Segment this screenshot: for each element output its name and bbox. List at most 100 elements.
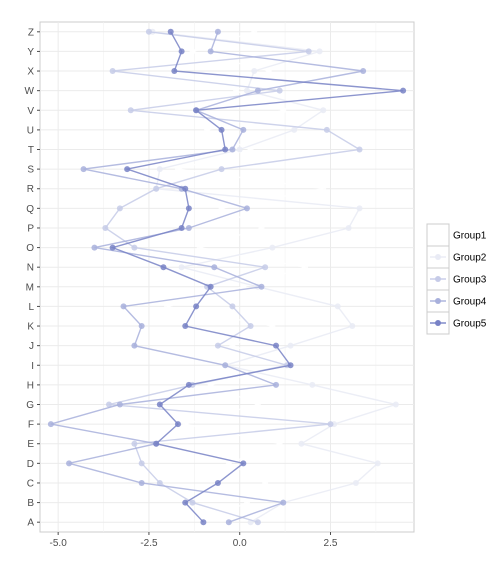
data-point — [280, 107, 287, 114]
data-point — [160, 264, 167, 271]
data-point — [178, 224, 185, 231]
legend-label: Group5 — [453, 319, 487, 330]
data-point — [105, 401, 112, 408]
y-tick-label: S — [27, 165, 34, 176]
data-point — [138, 460, 145, 467]
y-tick-label: W — [25, 86, 35, 97]
data-point — [131, 440, 138, 447]
data-point — [356, 146, 363, 153]
data-point — [360, 68, 367, 75]
data-point — [247, 323, 254, 330]
data-point — [214, 28, 221, 35]
data-point — [109, 244, 116, 251]
data-point — [233, 87, 240, 94]
data-point — [392, 401, 399, 408]
data-point — [400, 87, 407, 94]
y-tick-label: F — [28, 420, 34, 431]
data-point — [316, 48, 323, 55]
legend-label: Group1 — [453, 231, 487, 242]
x-tick-label: -2.5 — [140, 538, 158, 549]
data-point — [185, 205, 192, 212]
data-point — [276, 440, 283, 447]
data-point — [193, 107, 200, 114]
data-point — [243, 205, 250, 212]
y-tick-label: V — [27, 106, 34, 117]
series-group4 — [47, 28, 367, 526]
y-tick-label: J — [29, 341, 34, 352]
data-point — [174, 166, 181, 173]
data-point — [153, 185, 160, 192]
y-tick-label: A — [27, 518, 34, 529]
data-point — [171, 68, 178, 75]
series-line — [166, 31, 324, 523]
data-point — [240, 283, 247, 290]
data-point — [345, 224, 352, 231]
data-point — [127, 107, 134, 114]
data-point — [182, 185, 189, 192]
series-line — [104, 31, 362, 523]
data-point — [167, 28, 174, 35]
legend-point — [435, 320, 441, 326]
legend-item-group5: Group5 — [426, 311, 487, 335]
data-point — [124, 166, 131, 173]
series-line — [110, 31, 404, 523]
series-line — [152, 31, 399, 523]
data-point — [174, 421, 181, 428]
y-tick-label: T — [28, 145, 34, 156]
data-point — [211, 264, 218, 271]
y-tick-label: E — [27, 439, 34, 450]
data-point — [138, 479, 145, 486]
data-point — [66, 460, 73, 467]
data-point — [185, 224, 192, 231]
data-point — [276, 87, 283, 94]
y-tick-label: K — [27, 322, 34, 333]
data-point — [109, 68, 116, 75]
y-tick-label: Q — [26, 204, 34, 215]
y-tick-label: O — [26, 243, 34, 254]
legend-label: Group4 — [453, 297, 487, 308]
y-tick-label: H — [27, 380, 34, 391]
data-point — [240, 126, 247, 133]
data-point — [218, 205, 225, 212]
y-tick-label: G — [26, 400, 34, 411]
data-point — [222, 362, 229, 369]
data-point — [269, 244, 276, 251]
data-point — [243, 499, 250, 506]
x-tick-label: -5.0 — [50, 538, 68, 549]
data-point — [218, 166, 225, 173]
data-point — [374, 460, 381, 467]
data-point — [291, 126, 298, 133]
data-point — [80, 166, 87, 173]
y-tick-label: Z — [28, 27, 34, 38]
y-tick-label: D — [27, 459, 34, 470]
data-point — [178, 264, 185, 271]
legend-point — [435, 298, 441, 304]
data-point — [207, 381, 214, 388]
data-point — [229, 303, 236, 310]
data-point — [193, 303, 200, 310]
y-tick-label: N — [27, 263, 34, 274]
data-point — [229, 342, 236, 349]
legend-point — [435, 232, 441, 238]
legend-item-group4: Group4 — [426, 289, 487, 313]
y-tick-label: L — [28, 302, 34, 313]
data-point — [298, 440, 305, 447]
legend-label: Group3 — [453, 275, 487, 286]
y-tick-label: I — [31, 361, 34, 372]
data-point — [131, 342, 138, 349]
legend-label: Group2 — [453, 253, 487, 264]
y-tick-label: Y — [27, 47, 34, 58]
data-point — [302, 264, 309, 271]
data-point — [254, 87, 261, 94]
data-point — [262, 264, 269, 271]
data-point — [156, 166, 163, 173]
series-line — [50, 31, 364, 523]
series-group2 — [149, 28, 399, 526]
data-point — [254, 401, 261, 408]
data-point — [251, 68, 258, 75]
data-point — [320, 185, 327, 192]
data-point — [258, 283, 265, 290]
data-point — [182, 323, 189, 330]
legend-item-group3: Group3 — [426, 267, 487, 291]
